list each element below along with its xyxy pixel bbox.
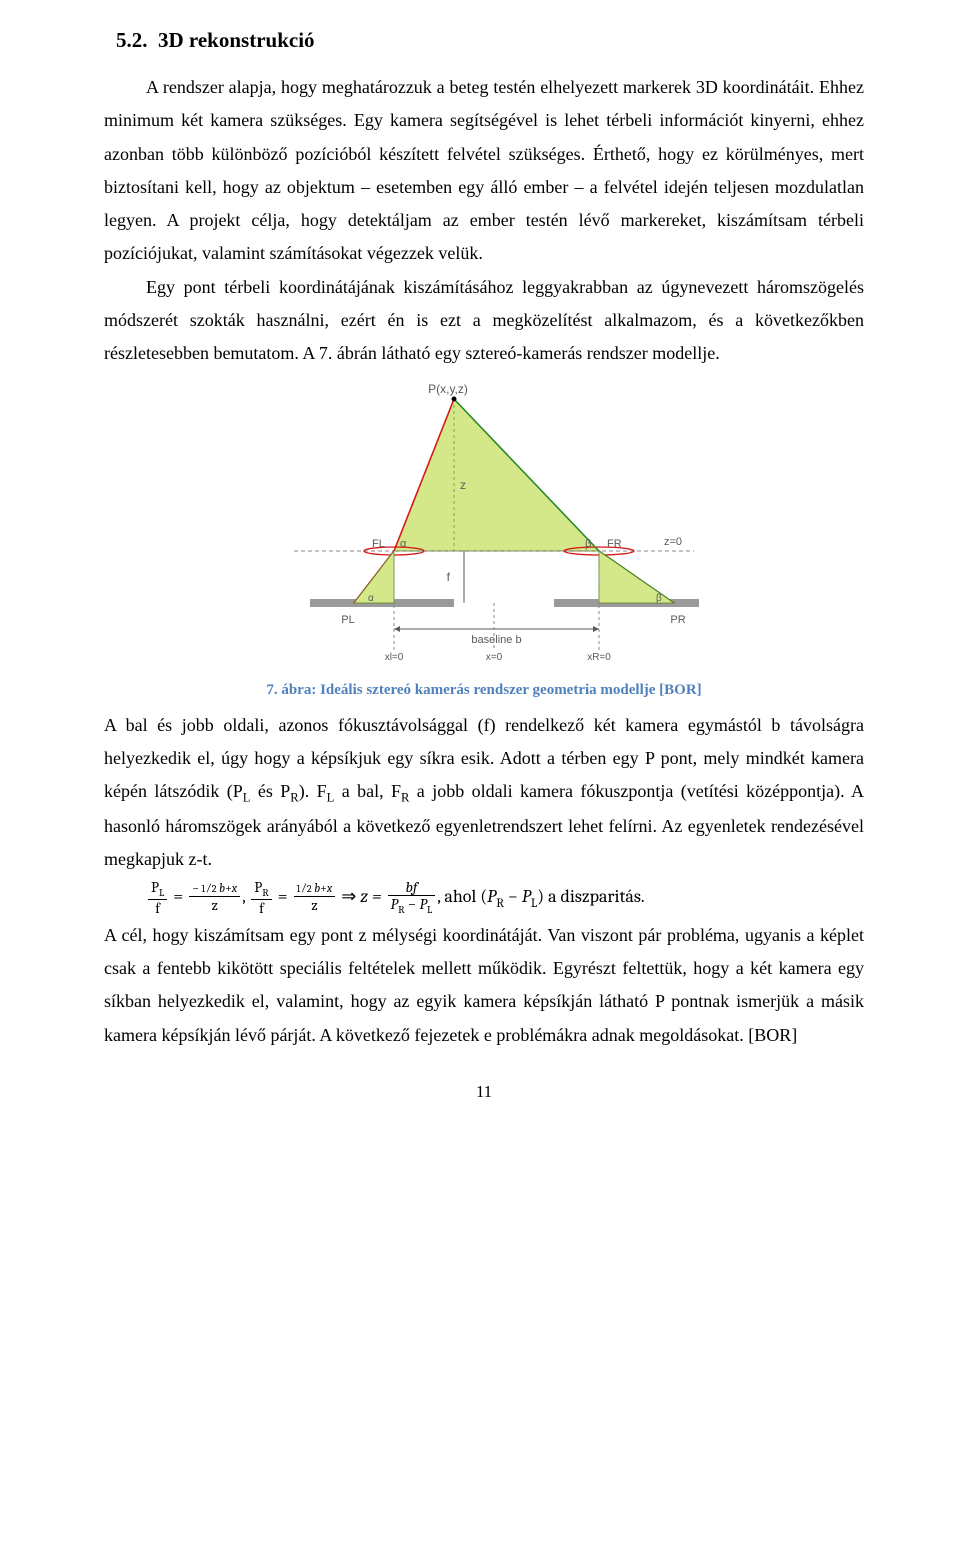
eq-arrow: ⇒ xyxy=(341,886,356,907)
figure-7: P(x,y,z) FL FR α β PL PR α β z f baseline b z=0 xl=0 x… xyxy=(104,381,864,676)
eq-f1: f xyxy=(148,900,167,917)
eq-z2: z xyxy=(294,897,336,914)
eq-eq2: = xyxy=(278,886,288,907)
frac-bf: bf PR − PL xyxy=(388,879,436,917)
eq-minus: − xyxy=(504,886,522,907)
svg-text:FL: FL xyxy=(372,538,385,550)
svg-text:β: β xyxy=(656,593,662,604)
eq-R3: R xyxy=(496,897,504,911)
svg-text:P(x,y,z): P(x,y,z) xyxy=(428,382,468,396)
eq-zeq: z = xyxy=(360,886,381,907)
frac-PL-f: PL f xyxy=(148,879,167,917)
eq-f2: f xyxy=(251,900,271,917)
equation-line: PL f = − 1⁄2 b+x z , PR f = 1⁄2 b+x z ⇒ … xyxy=(146,879,864,917)
sub-R: R xyxy=(290,791,298,805)
svg-text:z=0: z=0 xyxy=(664,536,682,548)
svg-text:z: z xyxy=(460,478,466,492)
svg-text:PR: PR xyxy=(670,614,685,626)
eq-disp: ) a diszparitás. xyxy=(537,886,644,907)
p3-part4: a bal, F xyxy=(334,781,401,801)
svg-text:xR=0: xR=0 xyxy=(587,652,611,663)
eq-PL: P xyxy=(151,878,159,896)
p3-part2: és P xyxy=(250,781,290,801)
p3-part3: ). F xyxy=(299,781,327,801)
frac-PR-f: PR f xyxy=(251,879,271,917)
paragraph-4: A cél, hogy kiszámítsam egy pont z mélys… xyxy=(104,919,864,1052)
svg-text:α: α xyxy=(368,593,374,604)
frac-num2-z: 1⁄2 b+x z xyxy=(294,882,336,913)
svg-text:xl=0: xl=0 xyxy=(385,652,404,663)
stereo-camera-diagram: P(x,y,z) FL FR α β PL PR α β z f baseline b z=0 xl=0 x… xyxy=(254,381,714,671)
section-heading: 5.2. 3D rekonstrukció xyxy=(116,28,864,53)
eq-PRs: R xyxy=(262,887,268,899)
eq-comma1: , xyxy=(242,886,245,907)
svg-text:x=0: x=0 xyxy=(486,652,503,663)
eq-PLs: L xyxy=(159,887,164,899)
eq-ahol: , ahol ( xyxy=(437,886,487,907)
eq-bf: bf xyxy=(388,879,436,897)
svg-text:α: α xyxy=(400,538,407,550)
svg-text:PL: PL xyxy=(341,614,354,626)
paragraph-3: A bal és jobb oldali, azonos fókusztávol… xyxy=(104,709,864,877)
svg-text:f: f xyxy=(447,570,451,584)
eq-z1: z xyxy=(189,897,240,914)
paragraph-2: Egy pont térbeli koordinátájának kiszámí… xyxy=(104,271,864,371)
svg-text:baseline b: baseline b xyxy=(471,634,521,646)
figure-caption: 7. ábra: Ideális sztereó kamerás rendsze… xyxy=(104,682,864,699)
paragraph-1: A rendszer alapja, hogy meghatározzuk a … xyxy=(104,71,864,271)
eq-eq1: = xyxy=(173,886,183,907)
page-number: 11 xyxy=(104,1082,864,1102)
svg-text:FR: FR xyxy=(607,538,622,550)
svg-text:β: β xyxy=(585,538,591,550)
frac-num1-z: − 1⁄2 b+x z xyxy=(189,882,240,913)
